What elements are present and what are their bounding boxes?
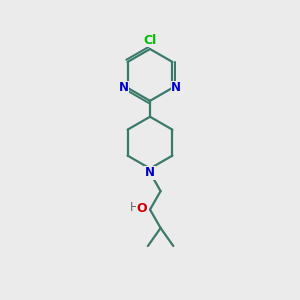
Text: O: O — [137, 202, 147, 214]
Text: H: H — [130, 201, 139, 214]
Text: Cl: Cl — [143, 34, 157, 47]
Text: N: N — [119, 81, 129, 94]
Text: N: N — [171, 81, 181, 94]
Text: N: N — [145, 166, 155, 179]
